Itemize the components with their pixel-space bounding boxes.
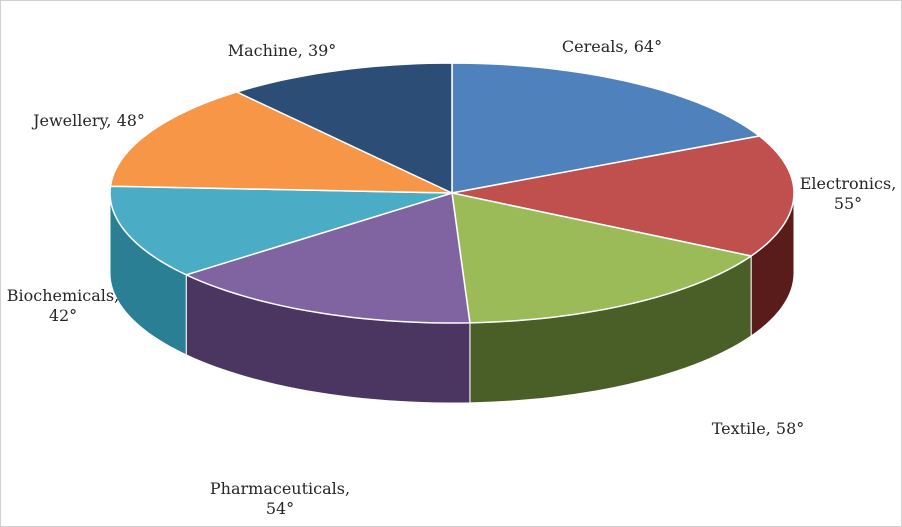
data-label-cereals: Cereals, 64° <box>562 37 662 56</box>
slice-machine <box>236 62 453 194</box>
data-label-jewellery: Jewellery, 48° <box>31 111 145 130</box>
data-label-machine: Machine, 39° <box>228 41 337 60</box>
data-label-pharmaceuticals: Pharmaceuticals, 54° <box>210 479 350 518</box>
pie-labels: Cereals, 64° Electronics, 55° Textile, 58° P… <box>7 37 897 518</box>
data-label-biochemicals: Biochemicals, 42° <box>7 286 119 325</box>
slice-jewellery <box>109 91 453 194</box>
pie-tops <box>109 62 795 324</box>
slice-biochemicals <box>109 185 453 276</box>
data-label-electronics: Electronics, 55° <box>800 174 897 213</box>
slice-electronics <box>451 135 795 257</box>
slice-cereals <box>451 62 761 194</box>
slice-textile <box>451 192 752 324</box>
pie-sides <box>109 192 795 404</box>
slice-pharmaceuticals <box>185 192 471 324</box>
data-label-textile: Textile, 58° <box>712 419 805 438</box>
